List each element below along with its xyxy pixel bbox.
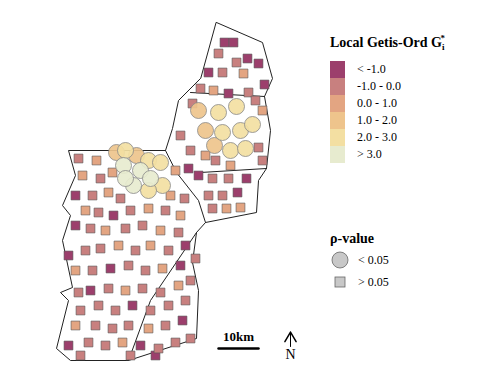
svg-text:10km: 10km [223,329,254,344]
html-text:ρ-value: ρ-value [330,231,374,247]
html-text:2.0 - 3.0: 2.0 - 3.0 [357,130,397,145]
html-text:-1.0 - 0.0: -1.0 - 0.0 [357,79,401,94]
svg-text:N: N [285,347,295,362]
html-text:< -1.0: < -1.0 [357,62,386,77]
html-text:< 0.05: < 0.05 [358,253,389,267]
html-text:> 3.0: > 3.0 [357,147,382,162]
html-text:0.0 - 1.0: 0.0 - 1.0 [357,96,397,111]
html-text:1.0 - 2.0: 1.0 - 2.0 [357,113,397,128]
html-text:Local Getis-Ord Gi: Local Getis-Ord Gi [330,34,445,53]
html-text:> 0.05: > 0.05 [358,275,389,289]
